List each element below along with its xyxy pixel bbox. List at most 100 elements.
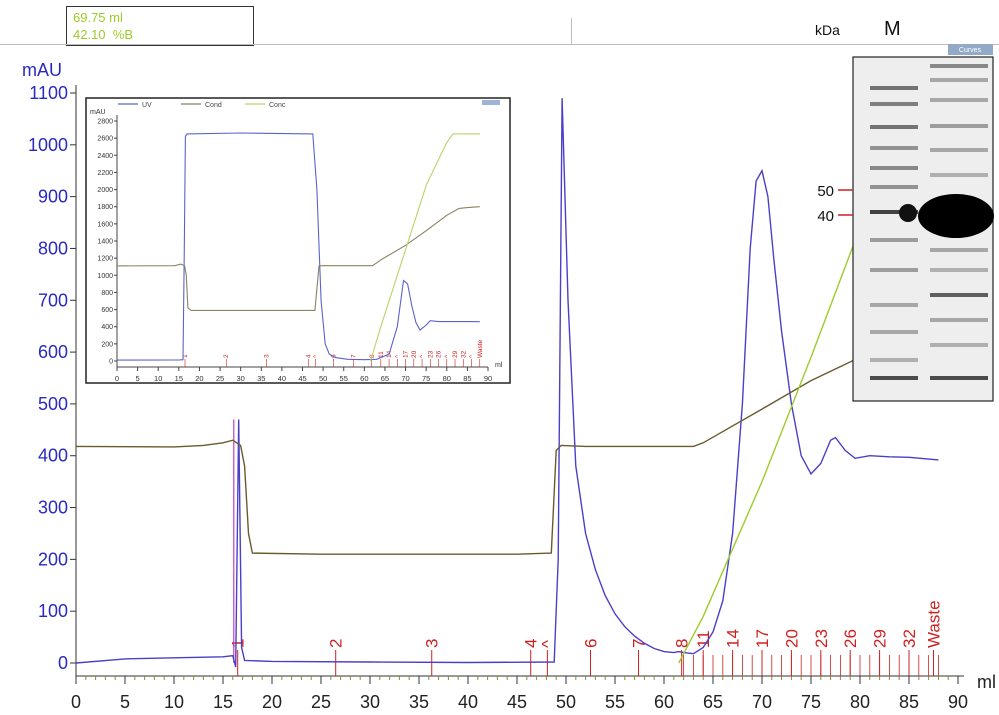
- gel-marker-label: M: [884, 18, 901, 40]
- inset-fraction-label: 4: [305, 354, 312, 358]
- gel-sample-band: [930, 343, 988, 347]
- gel-sample-band: [930, 268, 988, 272]
- gel-kda-label: 40: [817, 208, 834, 225]
- inset-x-tick-label: 30: [236, 374, 244, 383]
- gel-marker-band: [870, 166, 918, 170]
- x-tick-label: 85: [899, 692, 919, 712]
- gel-marker-band: [870, 86, 918, 90]
- x-tick-label: 65: [703, 692, 723, 712]
- inset-x-tick-label: 20: [195, 374, 203, 383]
- y-tick-label: 900: [38, 187, 68, 207]
- gel-marker-band: [870, 146, 918, 150]
- inset-x-tick-label: 70: [401, 374, 409, 383]
- x-tick-label: 0: [71, 692, 81, 712]
- inset-fraction-label: 23: [427, 350, 434, 358]
- inset-fraction-label: ^: [312, 354, 319, 358]
- inset-series-conc: [369, 133, 480, 362]
- fraction-label: 2: [327, 639, 346, 648]
- gel-sample-band: [930, 293, 988, 297]
- y-tick-label: 1100: [29, 83, 68, 103]
- gel-sample-band: [930, 318, 988, 322]
- fraction-label: 7: [630, 639, 649, 648]
- inset-x-tick-label: 50: [319, 374, 327, 383]
- gel-sample-band: [930, 98, 988, 102]
- inset-y-tick-label: 1400: [97, 239, 113, 246]
- inset-legend-label: Conc: [269, 102, 286, 109]
- x-tick-label: 25: [311, 692, 331, 712]
- y-tick-label: 100: [38, 601, 68, 621]
- inset-x-tick-label: 60: [360, 374, 368, 383]
- inset-x-tick-label: 40: [278, 374, 286, 383]
- fraction-label: 26: [841, 629, 860, 648]
- x-tick-label: 10: [164, 692, 184, 712]
- gel-main-band: [918, 194, 994, 238]
- inset-x-tick-label: 85: [463, 374, 471, 383]
- gel-marker-band: [870, 376, 918, 380]
- inset-y-tick-label: 2200: [97, 170, 113, 177]
- x-tick-label: 15: [213, 692, 233, 712]
- x-axis-title: ml: [977, 672, 996, 692]
- inset-fraction-label: 29: [452, 350, 459, 358]
- series-line-1: [75, 325, 939, 555]
- inset-x-tick-label: 90: [484, 374, 492, 383]
- inset-fraction-label: 17: [403, 350, 410, 358]
- inset-fraction-label: 3: [264, 354, 271, 358]
- y-tick-label: 600: [38, 342, 68, 362]
- x-tick-label: 30: [360, 692, 380, 712]
- inset-x-tick-label: 80: [443, 374, 451, 383]
- inset-fraction-label: 26: [436, 350, 443, 358]
- inset-series-cond: [116, 206, 480, 311]
- fraction-label: 1: [229, 639, 248, 648]
- fraction-label: 29: [871, 629, 890, 648]
- inset-curves-button: [482, 100, 500, 105]
- x-tick-label: 70: [752, 692, 772, 712]
- inset-legend-label: Cond: [205, 102, 222, 109]
- gel-curves-button-label: Curves: [959, 47, 982, 54]
- inset-y-tick-label: 1000: [97, 273, 113, 280]
- fraction-label: 14: [724, 629, 743, 648]
- inset-x-axis-title: ml: [495, 362, 503, 369]
- inset-fraction-label: 7: [351, 354, 358, 358]
- y-axis-title: mAU: [22, 60, 62, 80]
- inset-y-tick-label: 600: [101, 307, 113, 314]
- gel-sample-band: [930, 173, 988, 177]
- gel-curves-button: [948, 44, 993, 55]
- gel-marker-band: [870, 238, 918, 242]
- inset-y-tick-label: 800: [101, 290, 113, 297]
- inset-x-tick-label: 45: [298, 374, 306, 383]
- y-tick-label: 400: [38, 446, 68, 466]
- inset-y-tick-label: 2400: [97, 153, 113, 160]
- gel-marker-band: [870, 330, 918, 334]
- series-line-0: [75, 98, 939, 668]
- inset-y-tick-label: 1800: [97, 204, 113, 211]
- gel-marker-band: [870, 185, 918, 189]
- gel-kda-label: kDa: [815, 22, 840, 38]
- inset-fraction-label: 32: [460, 350, 467, 358]
- inset-x-tick-label: 25: [216, 374, 224, 383]
- inset-fraction-label: ^: [469, 354, 476, 358]
- y-tick-label: 200: [38, 549, 68, 569]
- inset-legend-label: UV: [142, 102, 152, 109]
- x-tick-label: 60: [654, 692, 674, 712]
- x-tick-label: 50: [556, 692, 576, 712]
- x-tick-label: 5: [120, 692, 130, 712]
- inset-fraction-label: ^: [444, 354, 451, 358]
- fraction-label: 6: [582, 639, 601, 648]
- inset-x-tick-label: 65: [381, 374, 389, 383]
- inset-y-tick-label: 200: [101, 341, 113, 348]
- x-tick-label: 20: [262, 692, 282, 712]
- inset-fraction-label: 6: [330, 354, 337, 358]
- inset-fraction-label: 2: [223, 354, 230, 358]
- gel-kda-label: 50: [817, 183, 834, 200]
- gel-sample-band: [930, 64, 988, 68]
- gel-sample-band: [930, 248, 988, 252]
- gel-sample-band: [930, 376, 988, 380]
- inset-fraction-label: 1: [182, 354, 189, 358]
- readout-volume: 69.75 ml: [73, 10, 123, 25]
- x-tick-label: 40: [458, 692, 478, 712]
- panel-divider: [0, 44, 572, 45]
- gel-marker-band: [870, 268, 918, 272]
- y-tick-label: 700: [38, 290, 68, 310]
- panel-divider-right: [572, 44, 999, 45]
